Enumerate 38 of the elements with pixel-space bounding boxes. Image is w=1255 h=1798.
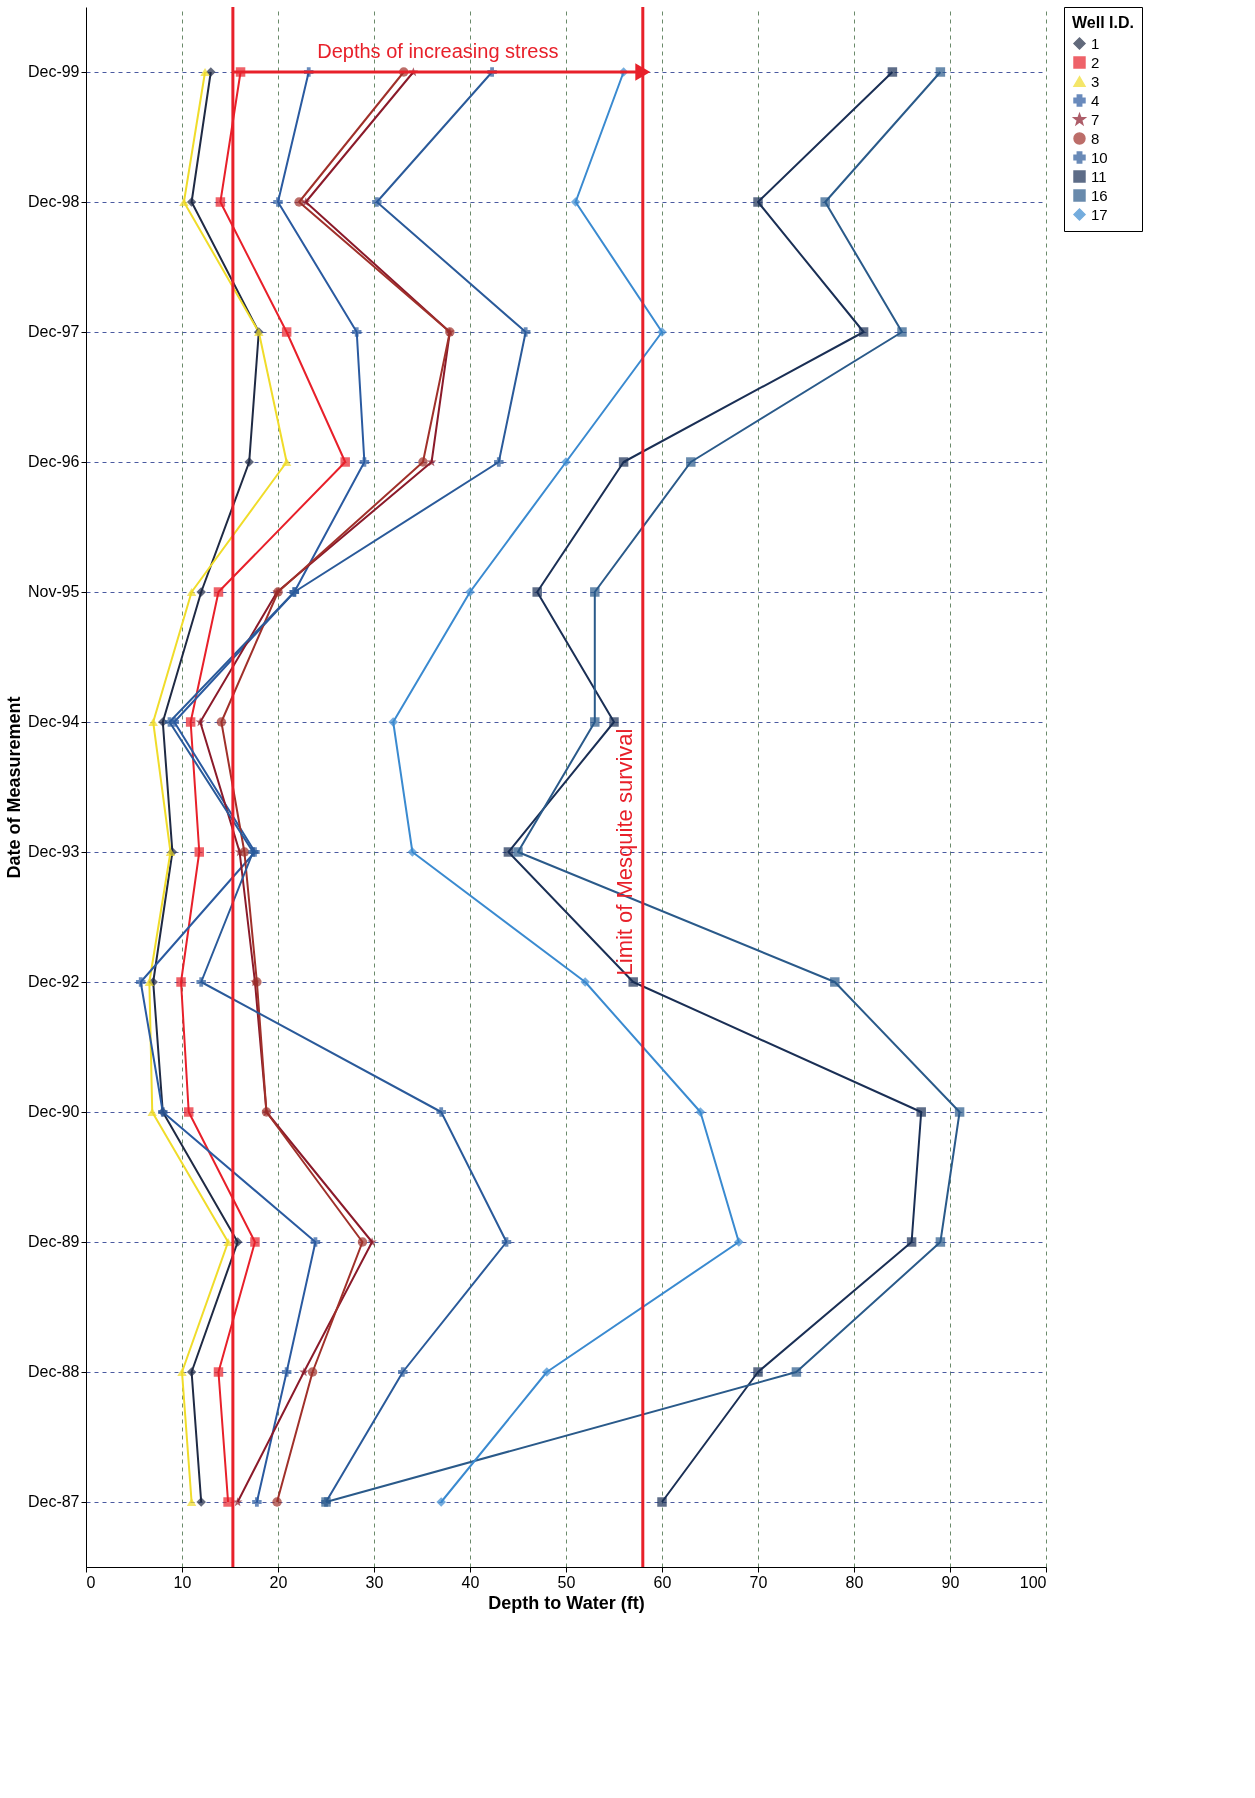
y-tick-label: Dec-90: [27, 1103, 80, 1120]
x-tick-label: 60: [653, 1573, 672, 1591]
x-tick-label: 10: [173, 1573, 192, 1591]
x-tick-label: 50: [557, 1573, 576, 1591]
y-tick-label: Nov-95: [27, 583, 80, 600]
x-tick-label: 70: [749, 1573, 768, 1591]
y-tick-label: Dec-93: [27, 843, 80, 860]
legend-label: 16: [1091, 186, 1108, 204]
x-tick-label: 20: [269, 1573, 288, 1591]
legend-label: 8: [1091, 129, 1100, 147]
x-tick-label: 80: [845, 1573, 864, 1591]
legend-label: 7: [1091, 110, 1100, 128]
x-tick-label: 30: [365, 1573, 384, 1591]
y-tick-label: Dec-98: [27, 193, 80, 210]
legend-label: 17: [1091, 205, 1108, 223]
legend-title: Well I.D.: [1072, 14, 1134, 31]
y-tick-label: Dec-97: [27, 323, 80, 340]
legend-label: 3: [1091, 72, 1100, 90]
legend-label: 4: [1091, 91, 1100, 109]
x-tick-label: 0: [86, 1573, 96, 1591]
y-tick-label: Dec-88: [27, 1363, 80, 1380]
y-tick-label: Dec-87: [27, 1493, 80, 1510]
legend-label: 2: [1091, 53, 1100, 71]
y-tick-label: Dec-99: [27, 63, 80, 80]
y-axis-title: Date of Measurement: [3, 696, 24, 879]
legend-label: 11: [1091, 167, 1107, 185]
y-tick-label: Dec-92: [27, 973, 80, 990]
x-tick-label: 100: [1019, 1573, 1047, 1591]
x-tick-label: 40: [461, 1573, 480, 1591]
x-tick-label: 90: [941, 1573, 960, 1591]
ref-line-label: Limit of Mesquite survival: [611, 728, 637, 976]
x-axis-title: Depth to Water (ft): [488, 1592, 645, 1613]
y-tick-label: Dec-96: [27, 453, 80, 470]
annotation: Depths of increasing stress: [317, 40, 559, 62]
y-tick-label: Dec-94: [27, 713, 80, 730]
legend-label: 1: [1091, 34, 1100, 52]
legend-label: 10: [1091, 148, 1108, 166]
y-tick-label: Dec-89: [27, 1233, 80, 1250]
